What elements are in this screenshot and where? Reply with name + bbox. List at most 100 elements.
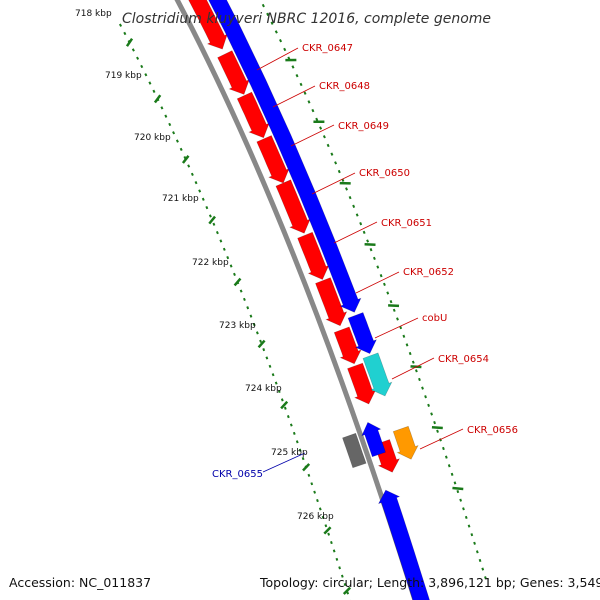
ruler-major-tick: [342, 586, 352, 595]
ruler-major-tick: [323, 526, 332, 535]
ruler-dot: [473, 541, 476, 545]
ruler-dot: [136, 56, 140, 60]
gene-label-cobu[interactable]: cobU: [422, 313, 447, 324]
ruler-dot: [442, 446, 445, 451]
ruler-outer-tick: [452, 486, 464, 491]
ruler-dot: [462, 507, 465, 511]
ruler-dot: [226, 256, 230, 260]
ruler-dot: [118, 23, 123, 27]
gene-label-ckr-0648[interactable]: CKR_0648: [319, 81, 370, 92]
leader-line: [262, 452, 306, 473]
ruler-dot: [215, 231, 219, 235]
gene-label-ckr-0655[interactable]: CKR_0655: [212, 469, 263, 480]
ruler-dot: [123, 31, 127, 36]
ruler-dot: [140, 64, 144, 69]
ruler-dot: [252, 322, 256, 327]
ruler-dot: [274, 381, 278, 385]
ruler-dot: [222, 247, 226, 251]
cds-band-1[interactable]: [347, 312, 377, 354]
ruler-dot: [295, 73, 299, 78]
ruler-dot: [175, 139, 179, 143]
cds-reverse-gray[interactable]: [342, 432, 367, 469]
ruler-dot: [310, 482, 314, 486]
ruler-dot: [313, 490, 316, 494]
ruler-dot: [152, 89, 156, 93]
cds-highlight-cyan[interactable]: [362, 352, 393, 397]
gene-label-ckr-0654[interactable]: CKR_0654: [438, 354, 489, 365]
cds-forward-2[interactable]: [236, 91, 270, 139]
ruler-dot: [372, 256, 376, 260]
ruler-dot: [144, 73, 148, 77]
ruler-dot: [219, 239, 223, 243]
ruler-dot: [481, 567, 485, 571]
leader-line: [272, 85, 316, 108]
gene-label-ckr-0656[interactable]: CKR_0656: [467, 425, 518, 436]
cds-reverse-lower[interactable]: [377, 489, 432, 600]
cds-forward-4[interactable]: [275, 179, 311, 234]
ruler-dot: [283, 406, 287, 410]
cds-forward-5[interactable]: [297, 231, 330, 280]
kbp-label-720: 720 kbp: [134, 133, 171, 143]
ruler-dot: [346, 591, 350, 595]
ruler-labels: 718 kbp 719 kbp 720 kbp 721 kbp 722 kbp …: [75, 9, 334, 522]
cds-band-0[interactable]: [197, 0, 362, 313]
accession-text: Accession: NC_011837: [9, 575, 151, 590]
cds-forward-8[interactable]: [347, 362, 377, 405]
ruler-dot: [338, 566, 341, 570]
ruler-major-tick: [302, 463, 311, 472]
gene-label-ckr-0649[interactable]: CKR_0649: [338, 121, 389, 132]
ruler-dot: [424, 395, 427, 399]
ruler-dot: [396, 317, 399, 321]
ruler-dot: [326, 143, 330, 148]
ruler-dot: [298, 448, 302, 452]
ruler-track: [118, 3, 487, 600]
ruler-dot: [164, 114, 168, 118]
ruler-dot: [148, 81, 152, 85]
cds-reverse-blue[interactable]: [361, 421, 386, 458]
ruler-dot: [249, 314, 253, 318]
ruler-dot: [307, 473, 311, 477]
kbp-label-724: 724 kbp: [245, 384, 282, 394]
cds-forward-6[interactable]: [315, 277, 348, 327]
gene-label-ckr-0652[interactable]: CKR_0652: [403, 267, 454, 278]
ruler-dot: [271, 373, 275, 377]
ruler-dot: [459, 498, 463, 502]
ruler-dot: [335, 557, 339, 561]
ruler-dot: [321, 515, 325, 519]
leader-line: [374, 317, 419, 339]
ruler-dot: [414, 369, 418, 373]
ruler-dot: [484, 576, 487, 580]
ruler-dot: [292, 431, 296, 435]
ruler-dot: [208, 214, 212, 218]
ruler-dot: [386, 291, 390, 295]
gene-label-ckr-0650[interactable]: CKR_0650: [359, 168, 410, 179]
ruler-dot: [316, 498, 319, 503]
ruler-dot: [478, 558, 482, 563]
ruler-dot: [131, 48, 135, 52]
gene-labels: CKR_0647 CKR_0648 CKR_0649 CKR_0650 CKR_…: [212, 43, 518, 480]
gene-label-ckr-0651[interactable]: CKR_0651: [381, 218, 432, 229]
kbp-label-721: 721 kbp: [162, 194, 199, 204]
ruler-outer-tick: [388, 304, 400, 308]
ruler-dot: [334, 161, 338, 165]
ruler-dot: [322, 135, 326, 139]
cds-forward-3[interactable]: [256, 135, 290, 184]
cds-forward-1[interactable]: [217, 50, 250, 95]
ruler-dot: [262, 348, 266, 352]
cds-highlight-orange[interactable]: [392, 425, 419, 460]
gene-label-ckr-0647[interactable]: CKR_0647: [302, 43, 353, 54]
ruler-dot: [279, 38, 283, 43]
cds-forward-7[interactable]: [333, 326, 362, 365]
ruler-dot: [179, 147, 183, 152]
ruler-dot: [376, 265, 380, 269]
ruler-major-tick: [257, 339, 266, 349]
genome-backbone: [174, 0, 418, 600]
kbp-label-725: 725 kbp: [271, 448, 308, 458]
ruler-dot: [421, 386, 424, 390]
ruler-outer-tick: [431, 425, 443, 430]
cds-forward-0[interactable]: [181, 0, 228, 50]
ruler-dot: [345, 187, 348, 191]
ruler-dot: [330, 541, 333, 545]
ruler-dot: [289, 423, 293, 427]
ruler-dot: [233, 272, 236, 276]
